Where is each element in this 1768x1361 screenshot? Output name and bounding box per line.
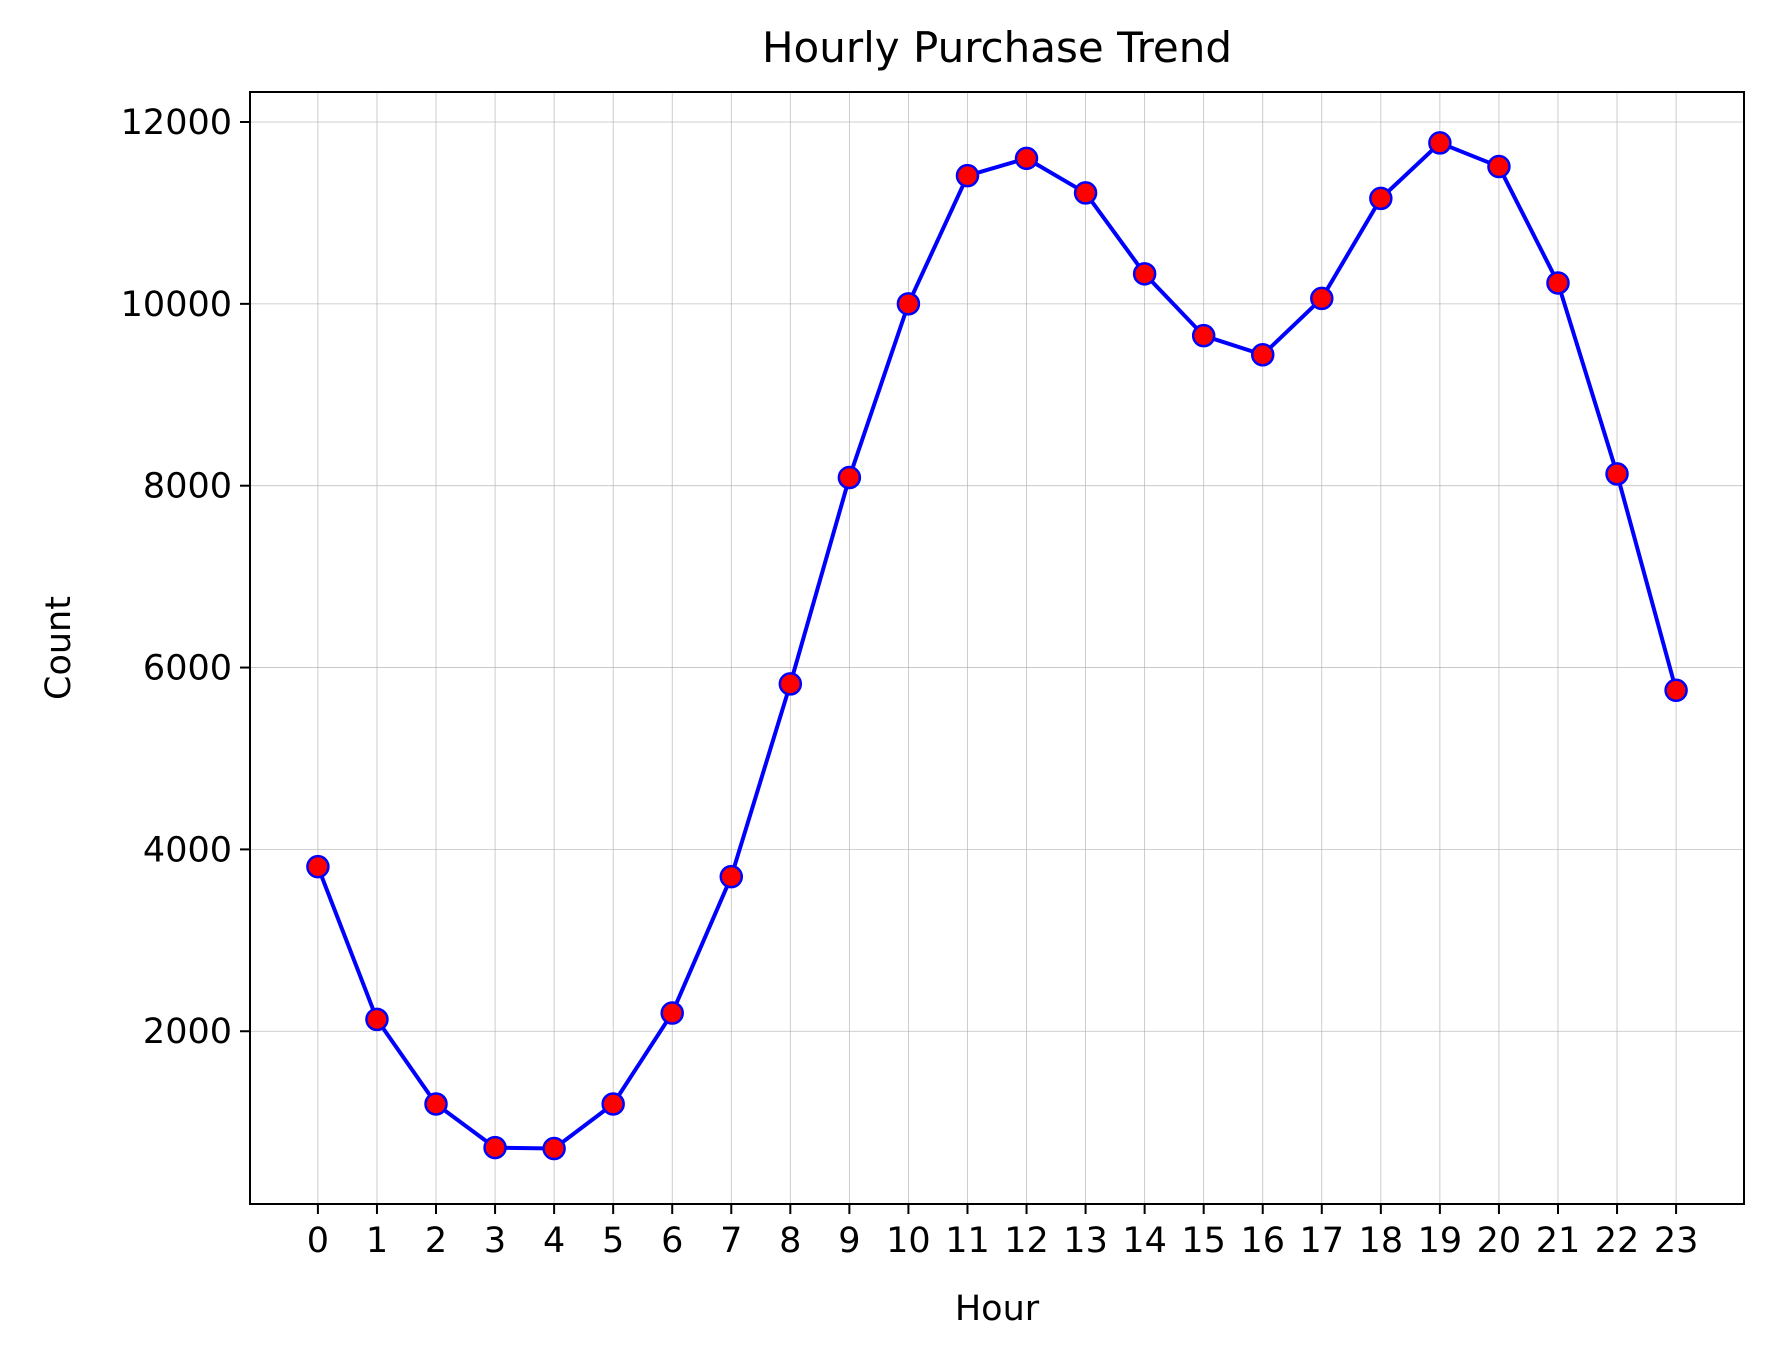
x-tick-label: 10 [886, 1221, 931, 1261]
data-point [1132, 262, 1157, 286]
data-point [660, 1001, 684, 1025]
y-tick-label: 4000 [143, 830, 232, 870]
x-tick-label: 11 [945, 1221, 990, 1261]
x-tick-label: 2 [425, 1221, 447, 1261]
x-tick-label: 8 [779, 1221, 801, 1261]
y-tick-label: 2000 [143, 1012, 232, 1052]
data-point [955, 163, 980, 188]
x-tick-label: 23 [1654, 1221, 1699, 1261]
x-tick-label: 18 [1359, 1221, 1404, 1261]
y-axis-label: Count [39, 596, 79, 700]
data-point [1546, 271, 1570, 295]
x-tick-label: 12 [1004, 1221, 1049, 1261]
x-tick-label: 16 [1240, 1221, 1285, 1261]
x-tick-label: 13 [1063, 1221, 1108, 1261]
y-tick-label: 12000 [121, 103, 232, 143]
x-tick-label: 7 [720, 1221, 742, 1261]
series-layer [306, 131, 1688, 1161]
data-point [424, 1092, 448, 1116]
data-point [1487, 154, 1511, 179]
data-point [1369, 186, 1393, 211]
data-point [1250, 343, 1275, 367]
data-point [837, 465, 862, 490]
data-point [1191, 323, 1216, 348]
data-point [1664, 678, 1688, 703]
x-tick-label: 3 [484, 1221, 506, 1261]
data-point [1428, 131, 1452, 155]
x-tick-label: 9 [838, 1221, 860, 1261]
y-tick-label: 8000 [143, 467, 232, 507]
x-tick-label: 1 [366, 1221, 388, 1261]
x-tick-label: 22 [1595, 1221, 1640, 1261]
x-tick-label: 15 [1181, 1221, 1226, 1261]
y-tick-label: 6000 [143, 649, 232, 689]
data-point [1073, 181, 1098, 205]
data-point [306, 854, 330, 879]
data-point [601, 1092, 625, 1116]
data-point [896, 292, 921, 316]
chart-title: Hourly Purchase Trend [762, 23, 1232, 72]
plot-frame [249, 91, 1745, 1205]
grid [250, 92, 1744, 1204]
data-point [483, 1135, 507, 1160]
data-point [542, 1136, 566, 1161]
x-tick-label: 20 [1477, 1221, 1522, 1261]
x-tick-label: 0 [307, 1221, 329, 1261]
x-tick-label: 5 [602, 1221, 624, 1261]
data-point [719, 864, 744, 889]
x-tick-label: 4 [543, 1221, 565, 1261]
ticks: 0 1 2 3 4 5 6 7 8 9 10 11 12 13 14 15 16 17 18 19 20 21 22 2320… [121, 103, 1699, 1261]
data-point [365, 1007, 389, 1032]
y-tick-label: 10000 [121, 285, 232, 325]
data-point [1310, 286, 1334, 311]
data-point [1014, 146, 1039, 171]
data-point [1605, 462, 1629, 486]
x-tick-label: 14 [1122, 1221, 1167, 1261]
x-axis-label: Hour [955, 1289, 1040, 1329]
x-tick-label: 19 [1418, 1221, 1463, 1261]
x-tick-label: 17 [1300, 1221, 1345, 1261]
data-point [778, 672, 803, 696]
x-tick-label: 6 [661, 1221, 683, 1261]
x-tick-label: 21 [1536, 1221, 1581, 1261]
